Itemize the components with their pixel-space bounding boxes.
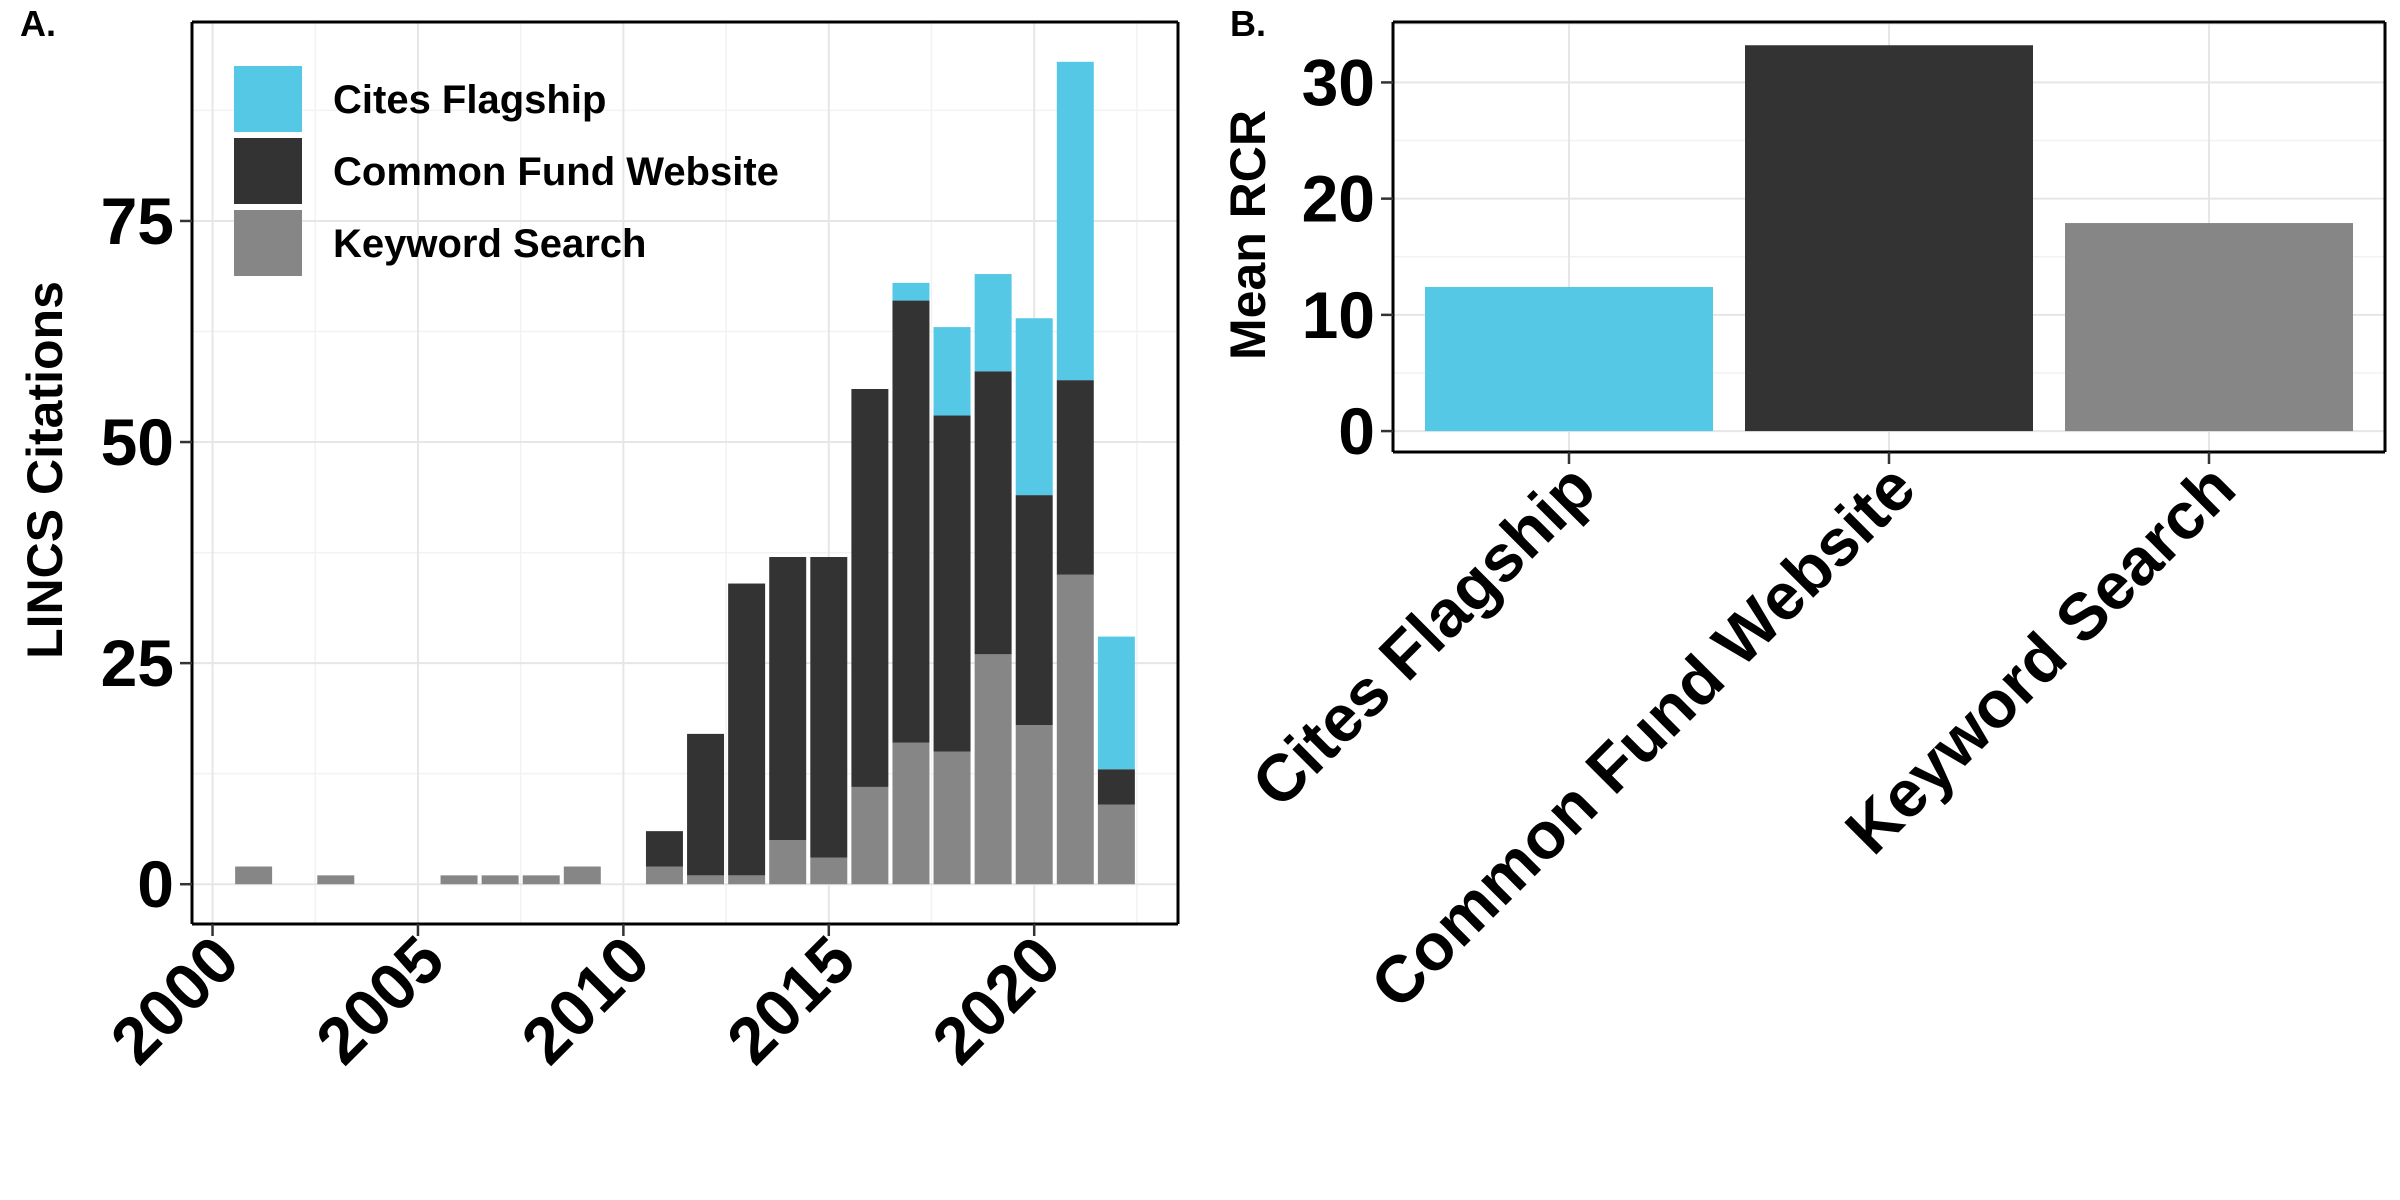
bar-keyword-search-2015: [810, 857, 848, 885]
bar-cites-flagship: [1425, 286, 1713, 432]
panel-b-bars: [1425, 45, 2353, 432]
bar-keyword-search-2013: [728, 875, 766, 885]
legend-label-cites-flagship: Cites Flagship: [333, 78, 606, 122]
bar-keyword-search-2014: [769, 839, 807, 885]
panel-a-y-tick-label: 75: [101, 184, 174, 258]
bar-keyword-search-2012: [687, 875, 725, 885]
bar-keyword-search-2016: [851, 786, 889, 885]
panel-a-y-tick-label: 0: [137, 847, 174, 921]
bar-keyword-search-2011: [645, 866, 683, 885]
bar-common-fund-website-2011: [645, 831, 683, 867]
bar-cites-flagship-2020: [1015, 318, 1053, 496]
bar-common-fund-website-2013: [728, 583, 766, 876]
bar-cites-flagship-2022: [1097, 636, 1135, 770]
panel-a-axes: [180, 20, 1180, 936]
panel-b-y-tick-label: 10: [1302, 278, 1375, 352]
bar-common-fund-website-2020: [1015, 495, 1053, 726]
panel-b-y-tick-label: 0: [1338, 394, 1375, 468]
bar-keyword-search-2009: [563, 866, 601, 885]
legend-swatch-common-fund-website: [234, 138, 302, 204]
panel-a-chart: A. 0 25 50 75 2000 2005 2010 2015 2020 LINCS Cit…: [17, 3, 1180, 1078]
bar-keyword-search-2017: [892, 742, 930, 885]
bar-keyword-search: [2065, 223, 2353, 432]
panel-a-y-axis-title: LINCS Citations: [17, 281, 73, 659]
bar-keyword-search-2006: [440, 875, 478, 885]
bar-cites-flagship-2021: [1056, 61, 1094, 381]
legend-swatch-keyword-search: [234, 210, 302, 276]
panel-b-y-axis-title: Mean RCR: [1220, 110, 1276, 360]
legend-label-common-fund-website: Common Fund Website: [333, 150, 779, 194]
bar-keyword-search-2007: [481, 875, 519, 885]
bar-keyword-search-2018: [933, 751, 971, 885]
bar-cites-flagship-2019: [974, 274, 1012, 372]
panel-b-label: B.: [1230, 3, 1266, 44]
panel-a-bars: [235, 61, 1135, 885]
bar-common-fund-website-2021: [1056, 380, 1094, 575]
bar-common-fund-website-2018: [933, 415, 971, 752]
panel-a-x-tick-label: 2005: [302, 922, 458, 1078]
bar-common-fund-website-2015: [810, 557, 848, 858]
panel-b-axes: [1381, 20, 2387, 464]
legend-label-keyword-search: Keyword Search: [333, 222, 646, 266]
panel-a-x-tick-label: 2020: [918, 922, 1074, 1078]
bar-cites-flagship-2017: [892, 282, 930, 301]
bar-common-fund-website-2017: [892, 300, 930, 743]
panel-a-x-tick-label: 2000: [96, 922, 252, 1078]
bar-common-fund-website-2012: [687, 733, 725, 876]
bar-common-fund-website-2014: [769, 557, 807, 840]
panel-a-y-tick-label: 50: [101, 405, 174, 479]
bar-keyword-search-2021: [1056, 574, 1094, 885]
panel-a-label: A.: [20, 3, 56, 44]
bar-common-fund-website-2022: [1097, 769, 1135, 805]
bar-keyword-search-2022: [1097, 804, 1135, 885]
bar-keyword-search-2020: [1015, 725, 1053, 885]
bar-common-fund-website-2016: [851, 388, 889, 787]
bar-common-fund-website-2019: [974, 371, 1012, 655]
panel-a-x-tick-label: 2010: [507, 922, 663, 1078]
panel-b-x-tick-label: Cites Flagship: [1238, 450, 1609, 821]
bar-cites-flagship-2018: [933, 327, 971, 416]
legend-swatch-cites-flagship: [234, 66, 302, 132]
bar-keyword-search-2008: [522, 875, 560, 885]
panel-b-y-tick-label: 30: [1302, 45, 1375, 119]
bar-common-fund-website: [1745, 45, 2033, 432]
panel-a-y-tick-label: 25: [101, 626, 174, 700]
panel-a-legend: Cites Flagship Common Fund Website Keyword…: [234, 66, 779, 276]
panel-b-x-tick-label: Common Fund Website: [1356, 450, 1929, 1023]
bar-keyword-search-2001: [235, 866, 273, 885]
panel-b-y-tick-label: 20: [1302, 162, 1375, 236]
panel-a-x-tick-label: 2015: [713, 922, 869, 1078]
bar-keyword-search-2003: [317, 875, 355, 885]
bar-keyword-search-2019: [974, 654, 1012, 885]
